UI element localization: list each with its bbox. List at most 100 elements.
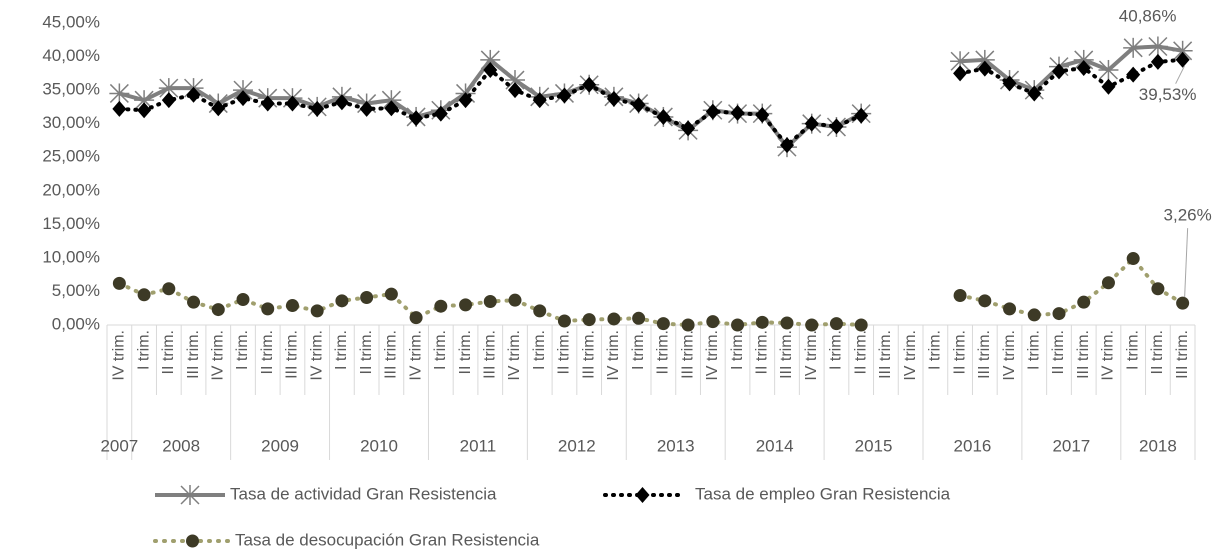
point-marker xyxy=(1123,37,1144,58)
point-marker xyxy=(730,104,745,121)
x-tick-label: I trim. xyxy=(927,330,944,370)
point-marker xyxy=(458,92,473,109)
point-marker xyxy=(731,318,745,332)
x-tick-label: IV trim. xyxy=(704,330,721,381)
x-tick-label: I trim. xyxy=(432,330,449,370)
x-tick-label: III trim. xyxy=(1075,330,1092,379)
point-marker xyxy=(607,312,621,326)
point-marker xyxy=(1101,78,1116,95)
data-label: 39,53% xyxy=(1139,85,1197,104)
point-marker xyxy=(557,87,572,104)
point-marker xyxy=(656,317,670,331)
point-marker xyxy=(755,106,770,123)
point-marker xyxy=(829,317,843,331)
x-tick-label: IV trim. xyxy=(1100,330,1117,381)
point-marker xyxy=(705,103,720,120)
y-tick-label: 0,00% xyxy=(52,314,100,333)
point-marker xyxy=(409,311,423,325)
x-tick-label: III trim. xyxy=(284,330,301,379)
point-marker xyxy=(236,90,250,107)
x-tick-label: IV trim. xyxy=(605,330,622,381)
leader-line xyxy=(1175,65,1186,84)
x-group-label: 2012 xyxy=(558,436,596,455)
x-tick-label: III trim. xyxy=(383,330,400,379)
x-tick-label: I trim. xyxy=(630,330,647,370)
point-marker xyxy=(1101,276,1115,290)
point-marker xyxy=(974,49,995,70)
point-marker xyxy=(186,86,201,103)
x-tick-label: III trim. xyxy=(679,330,696,379)
point-marker xyxy=(161,92,176,109)
x-tick-label: II trim. xyxy=(457,330,474,374)
point-marker xyxy=(829,118,844,135)
x-tick-label: III trim. xyxy=(185,330,202,379)
point-marker xyxy=(360,290,374,304)
x-group-label: 2017 xyxy=(1052,436,1090,455)
point-marker xyxy=(285,299,299,313)
point-marker xyxy=(1175,51,1190,68)
point-marker xyxy=(606,90,621,107)
legend-marker xyxy=(635,487,650,503)
x-tick-label: I trim. xyxy=(333,330,350,370)
point-marker xyxy=(261,302,275,316)
x-tick-label: III trim. xyxy=(778,330,795,379)
x-group-label: 2008 xyxy=(162,436,200,455)
y-tick-label: 20,00% xyxy=(42,180,100,199)
y-tick-label: 45,00% xyxy=(42,12,100,31)
x-group-label: 2009 xyxy=(261,436,299,455)
point-marker xyxy=(508,82,522,99)
point-marker xyxy=(805,318,819,332)
x-tick-label: IV trim. xyxy=(111,330,128,381)
point-marker xyxy=(310,304,324,318)
point-marker xyxy=(310,100,325,117)
point-marker xyxy=(854,318,868,332)
point-marker xyxy=(755,315,769,329)
point-marker xyxy=(211,100,226,117)
point-marker xyxy=(1126,252,1140,266)
point-marker xyxy=(409,110,424,127)
series-line xyxy=(117,255,1185,328)
point-marker xyxy=(1098,59,1119,80)
point-marker xyxy=(335,294,349,308)
point-marker xyxy=(978,294,992,308)
data-label: 3,26% xyxy=(1164,206,1212,225)
point-marker xyxy=(953,65,968,82)
x-tick-label: II trim. xyxy=(1050,330,1067,374)
x-group-label: 2007 xyxy=(100,436,138,455)
series-line xyxy=(118,44,1183,151)
point-marker xyxy=(334,94,349,111)
point-marker xyxy=(656,108,671,125)
point-marker xyxy=(1126,66,1141,83)
x-tick-label: I trim. xyxy=(531,330,548,370)
x-tick-label: I trim. xyxy=(828,330,845,370)
point-marker xyxy=(483,295,497,309)
x-tick-label: IV trim. xyxy=(407,330,424,381)
point-marker xyxy=(1003,302,1017,316)
point-marker xyxy=(1151,282,1165,296)
point-marker xyxy=(1052,63,1066,80)
point-marker xyxy=(706,315,720,329)
x-group-label: 2010 xyxy=(360,436,398,455)
x-group-label: 2015 xyxy=(855,436,893,455)
y-tick-label: 40,00% xyxy=(42,46,100,65)
data-label: 40,86% xyxy=(1119,6,1177,25)
point-marker xyxy=(384,287,398,301)
point-marker xyxy=(187,295,201,309)
y-tick-label: 10,00% xyxy=(42,247,100,266)
point-marker xyxy=(384,100,399,117)
x-tick-label: II trim. xyxy=(160,330,177,374)
point-marker xyxy=(1073,49,1094,70)
x-tick-label: IV trim. xyxy=(1001,330,1018,381)
point-marker xyxy=(533,304,547,318)
point-marker xyxy=(483,61,498,78)
x-tick-label: II trim. xyxy=(951,330,968,374)
point-marker xyxy=(854,107,869,124)
legend-label: Tasa de actividad Gran Resistencia xyxy=(230,484,497,503)
x-group-label: 2016 xyxy=(954,436,992,455)
point-marker xyxy=(582,76,597,93)
point-marker xyxy=(1052,307,1066,321)
point-marker xyxy=(359,100,374,117)
point-marker xyxy=(681,318,695,332)
point-marker xyxy=(1172,40,1193,61)
point-marker xyxy=(137,288,151,302)
